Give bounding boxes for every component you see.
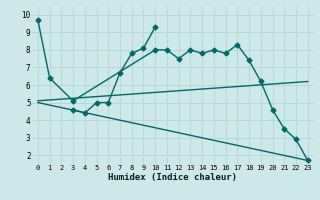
X-axis label: Humidex (Indice chaleur): Humidex (Indice chaleur) [108,173,237,182]
